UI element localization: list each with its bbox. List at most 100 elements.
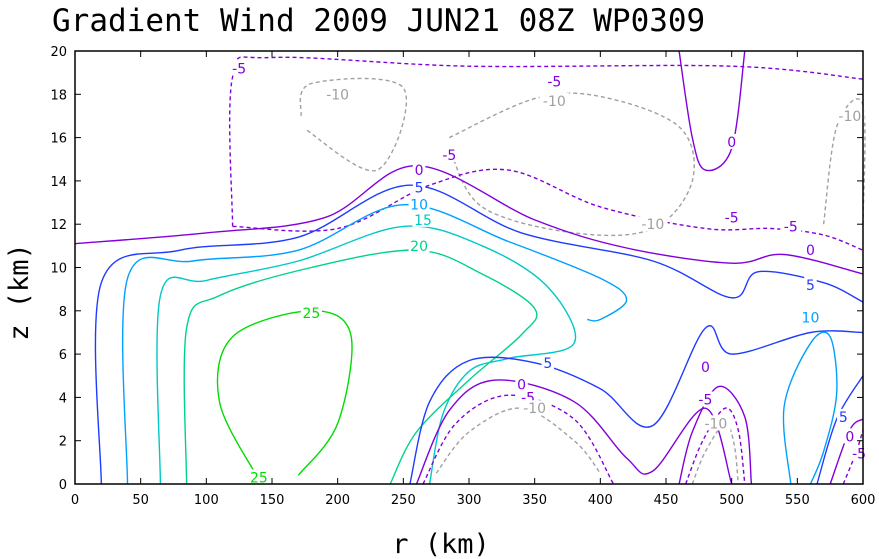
x-tick-label: 50: [132, 493, 149, 508]
contour-label-background: [638, 216, 668, 232]
x-axis-label: r (km): [392, 529, 490, 559]
contour-label: 5: [543, 356, 552, 372]
contour-label-background: [804, 276, 817, 292]
contour-label: 0: [701, 360, 710, 376]
x-tick-label: 100: [194, 493, 219, 508]
contour-label: -5: [547, 74, 561, 90]
y-tick-label: 18: [50, 88, 67, 103]
x-tick-label: 200: [325, 493, 350, 508]
contour-line-25-11: [216, 310, 353, 481]
contour-line-15-9: [156, 225, 577, 485]
contour-label: 10: [410, 198, 428, 214]
contour-label-background: [412, 162, 426, 178]
contour-line-10-19: [782, 331, 838, 485]
x-tick-label: 550: [785, 493, 810, 508]
contour-line-neg5-0: [228, 56, 864, 227]
contour-label: 25: [250, 471, 268, 487]
contour-line-0-4: [678, 50, 746, 172]
contour-label-background: [543, 73, 565, 89]
contour-label: -5: [784, 219, 798, 235]
y-tick-label: 0: [59, 478, 67, 493]
contour-label-background: [835, 107, 865, 123]
contour-line-neg10-2: [448, 92, 695, 237]
contour-label: 0: [806, 243, 815, 259]
x-tick-label: 150: [260, 493, 285, 508]
contour-label: 25: [302, 306, 320, 322]
contour-label-background: [412, 211, 434, 227]
contour-label: -10: [523, 401, 546, 417]
contour-line-0-13: [415, 379, 733, 485]
contour-label: 5: [806, 278, 815, 294]
contour-label: -5: [698, 393, 712, 409]
contour-label-background: [438, 146, 460, 162]
x-tick-label: 400: [588, 493, 613, 508]
contour-line-0-6: [74, 164, 864, 275]
contour-line-5-20: [816, 375, 864, 485]
x-tick-label: 450: [654, 493, 679, 508]
y-tick-label: 2: [59, 435, 67, 450]
contour-label: 0: [727, 135, 736, 151]
contour-label: 20: [410, 239, 428, 255]
contour-label-background: [699, 359, 712, 375]
contour-line-neg10-18: [691, 422, 739, 485]
y-tick-label: 12: [50, 218, 67, 233]
contour-line-neg5-14: [422, 394, 615, 485]
contour-label: -5: [852, 447, 866, 463]
x-tick-label: 500: [719, 493, 744, 508]
contour-label-background: [412, 179, 426, 195]
contour-line-neg5-17: [685, 407, 746, 485]
contour-line-5-7: [94, 184, 864, 485]
y-axis-label: z (km): [4, 243, 35, 341]
y-tick-label: 8: [59, 305, 67, 320]
contour-label-background: [721, 209, 743, 225]
contour-label-background: [701, 415, 731, 431]
contour-label-background: [799, 309, 821, 325]
contour-label: -5: [442, 148, 456, 164]
contour-label: -10: [641, 217, 664, 233]
y-tick-label: 6: [59, 348, 67, 363]
x-tick-label: 350: [522, 493, 547, 508]
contour-label-background: [519, 400, 550, 416]
contour-line-neg10-1: [299, 77, 408, 172]
contour-line-10-8: [121, 203, 628, 485]
y-tick-label: 14: [50, 175, 67, 190]
contour-label-background: [780, 218, 802, 234]
chart-title: Gradient Wind 2009 JUN21 08Z WP0309: [52, 3, 705, 39]
x-tick-label: 0: [71, 493, 79, 508]
y-tick-label: 20: [50, 45, 67, 60]
x-tick-label: 600: [851, 493, 876, 508]
contour-label: -5: [232, 61, 246, 77]
contour-label: 0: [415, 163, 424, 179]
contour-line-neg10-15: [435, 407, 601, 474]
x-axis-ticks: 0 50 100 150 200 250 300 350 400 450 500 550 600: [71, 51, 876, 508]
contour-line-20-10: [183, 249, 538, 485]
contour-label-background: [541, 354, 555, 370]
contour-label-background: [408, 237, 430, 253]
contour-label: -10: [326, 87, 349, 103]
contour-label: 0: [517, 377, 526, 393]
contour-label-background: [248, 469, 270, 485]
contour-label: -5: [725, 211, 739, 227]
contour-label-background: [848, 445, 870, 461]
contour-label-background: [804, 242, 817, 258]
y-tick-label: 16: [50, 132, 67, 147]
contour-lines: [74, 50, 866, 485]
contour-label: 10: [802, 310, 820, 326]
contour-line-0-16: [678, 385, 753, 485]
y-axis-ticks: 0 2 4 6 8 10 12 14 16 18 20: [50, 45, 863, 493]
contour-label-background: [515, 376, 528, 392]
contour-label-background: [837, 408, 850, 424]
contour-label-background: [228, 60, 250, 76]
contour-label-background: [322, 86, 353, 102]
contour-label-background: [539, 92, 570, 108]
contour-line-5-12: [409, 325, 864, 485]
y-tick-label: 4: [59, 391, 67, 406]
y-tick-label: 10: [50, 262, 67, 277]
contour-line-neg10-3: [822, 98, 866, 225]
contour-label-background: [843, 428, 857, 444]
contour-label: -10: [543, 94, 566, 110]
contour-label-background: [408, 196, 430, 212]
contour-label-background: [300, 304, 322, 320]
